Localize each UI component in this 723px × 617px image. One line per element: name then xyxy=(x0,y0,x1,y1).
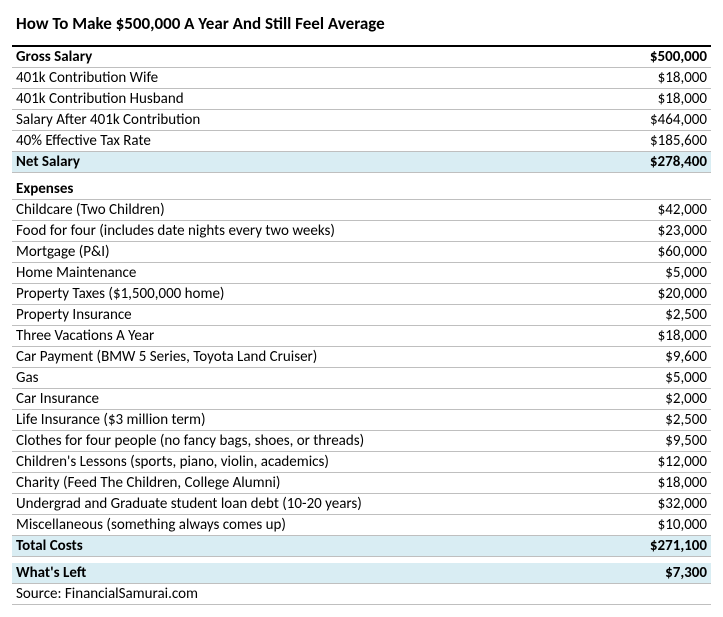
income-item-row: 401k Contribution Wife $18,000 xyxy=(12,68,711,89)
income-item-row: 40% Effective Tax Rate $185,600 xyxy=(12,131,711,152)
expense-item-row: Property Insurance $2,500 xyxy=(12,305,711,326)
expense-item-label: Gas xyxy=(16,369,39,387)
budget-table: How To Make $500,000 A Year And Still Fe… xyxy=(12,12,711,605)
expense-item-value: $18,000 xyxy=(658,327,707,345)
expense-item-label: Undergrad and Graduate student loan debt… xyxy=(16,495,362,513)
expense-item-row: Miscellaneous (something always comes up… xyxy=(12,515,711,536)
income-item-label: Salary After 401k Contribution xyxy=(16,111,200,129)
income-item-label: 401k Contribution Wife xyxy=(16,69,158,87)
total-costs-label: Total Costs xyxy=(16,537,83,555)
expenses-header-label: Expenses xyxy=(16,180,73,198)
title-row: How To Make $500,000 A Year And Still Fe… xyxy=(12,12,711,39)
expense-item-label: Home Maintenance xyxy=(16,264,136,282)
expense-item-label: Car Insurance xyxy=(16,390,99,408)
expense-item-row: Mortgage (P&I) $60,000 xyxy=(12,242,711,263)
expense-item-value: $9,600 xyxy=(665,348,707,366)
expense-item-row: Life Insurance ($3 million term) $2,500 xyxy=(12,410,711,431)
gross-salary-row: Gross Salary $500,000 xyxy=(12,45,711,68)
expense-item-value: $10,000 xyxy=(658,516,707,534)
expense-item-label: Clothes for four people (no fancy bags, … xyxy=(16,432,364,450)
expense-item-value: $32,000 xyxy=(658,495,707,513)
expense-item-label: Children's Lessons (sports, piano, violi… xyxy=(16,453,329,471)
expense-item-row: Clothes for four people (no fancy bags, … xyxy=(12,431,711,452)
expense-item-value: $2,500 xyxy=(665,306,707,324)
page-title: How To Make $500,000 A Year And Still Fe… xyxy=(16,13,385,38)
expense-item-row: Home Maintenance $5,000 xyxy=(12,263,711,284)
income-item-value: $185,600 xyxy=(650,132,707,150)
income-item-value: $464,000 xyxy=(650,111,707,129)
expense-item-value: $9,500 xyxy=(665,432,707,450)
expense-item-row: Car Payment (BMW 5 Series, Toyota Land C… xyxy=(12,347,711,368)
income-item-value: $18,000 xyxy=(658,90,707,108)
expense-item-label: Childcare (Two Children) xyxy=(16,201,165,219)
expense-item-label: Car Payment (BMW 5 Series, Toyota Land C… xyxy=(16,348,317,366)
expense-item-label: Three Vacations A Year xyxy=(16,327,154,345)
expense-item-value: $5,000 xyxy=(665,369,707,387)
income-item-row: 401k Contribution Husband $18,000 xyxy=(12,89,711,110)
expense-item-label: Property Taxes ($1,500,000 home) xyxy=(16,285,224,303)
net-salary-row: Net Salary $278,400 xyxy=(12,152,711,173)
expense-item-label: Mortgage (P&I) xyxy=(16,243,110,261)
income-item-label: 401k Contribution Husband xyxy=(16,90,184,108)
expense-item-label: Life Insurance ($3 million term) xyxy=(16,411,206,429)
expense-item-row: Property Taxes ($1,500,000 home) $20,000 xyxy=(12,284,711,305)
expense-item-value: $60,000 xyxy=(658,243,707,261)
expense-item-label: Charity (Feed The Children, College Alum… xyxy=(16,474,280,492)
expense-item-label: Food for four (includes date nights ever… xyxy=(16,222,335,240)
whats-left-label: What's Left xyxy=(16,564,86,582)
total-costs-value: $271,100 xyxy=(650,537,707,555)
expense-item-row: Childcare (Two Children) $42,000 xyxy=(12,200,711,221)
net-salary-value: $278,400 xyxy=(650,153,707,171)
expense-item-value: $20,000 xyxy=(658,285,707,303)
income-item-row: Salary After 401k Contribution $464,000 xyxy=(12,110,711,131)
expense-item-row: Gas $5,000 xyxy=(12,368,711,389)
expense-item-row: Three Vacations A Year $18,000 xyxy=(12,326,711,347)
total-costs-row: Total Costs $271,100 xyxy=(12,536,711,557)
expense-item-value: $18,000 xyxy=(658,474,707,492)
whats-left-value: $7,300 xyxy=(665,564,707,582)
expense-item-value: $12,000 xyxy=(658,453,707,471)
income-item-value: $18,000 xyxy=(658,69,707,87)
expense-item-row: Children's Lessons (sports, piano, violi… xyxy=(12,452,711,473)
expenses-header-row: Expenses xyxy=(12,179,711,200)
expense-item-value: $42,000 xyxy=(658,201,707,219)
expense-item-label: Miscellaneous (something always comes up… xyxy=(16,516,286,534)
gross-salary-label: Gross Salary xyxy=(16,48,92,66)
expense-item-row: Charity (Feed The Children, College Alum… xyxy=(12,473,711,494)
source-label: Source: FinancialSamurai.com xyxy=(16,585,198,603)
expense-item-value: $5,000 xyxy=(665,264,707,282)
whats-left-row: What's Left $7,300 xyxy=(12,563,711,584)
expense-item-row: Food for four (includes date nights ever… xyxy=(12,221,711,242)
gross-salary-value: $500,000 xyxy=(650,48,707,66)
net-salary-label: Net Salary xyxy=(16,153,80,171)
expense-item-row: Car Insurance $2,000 xyxy=(12,389,711,410)
source-row: Source: FinancialSamurai.com xyxy=(12,584,711,605)
expense-item-value: $23,000 xyxy=(658,222,707,240)
expense-item-label: Property Insurance xyxy=(16,306,132,324)
expense-item-value: $2,500 xyxy=(665,411,707,429)
expense-item-row: Undergrad and Graduate student loan debt… xyxy=(12,494,711,515)
expense-item-value: $2,000 xyxy=(665,390,707,408)
income-item-label: 40% Effective Tax Rate xyxy=(16,132,151,150)
